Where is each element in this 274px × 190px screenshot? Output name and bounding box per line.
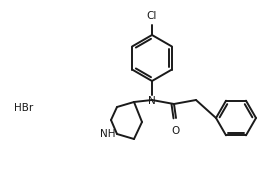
Text: NH: NH: [100, 129, 116, 139]
Text: O: O: [171, 126, 179, 136]
Text: N: N: [148, 96, 156, 106]
Text: HBr: HBr: [14, 103, 33, 113]
Text: Cl: Cl: [147, 11, 157, 21]
